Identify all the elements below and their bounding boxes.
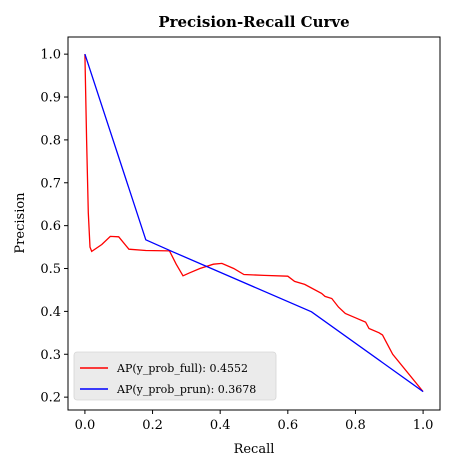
x-tick-label: 0.2	[142, 418, 163, 433]
x-axis-label: Recall	[234, 442, 275, 457]
plot-lines	[84, 53, 424, 393]
legend-entry: AP(y_prob_full): 0.4552	[116, 362, 248, 375]
legend-box	[73, 351, 277, 401]
chart-title: Precision-Recall Curve	[158, 13, 349, 31]
y-axis-label: Precision	[13, 192, 28, 254]
x-tick-label: 1.0	[413, 418, 434, 433]
y-tick-label: 0.7	[40, 176, 61, 191]
plot-frame	[67, 36, 441, 411]
x-tick-label: 0.8	[345, 418, 366, 433]
y-tick-label: 0.4	[40, 305, 61, 320]
legend-entry: AP(y_prob_prun): 0.3678	[116, 383, 256, 396]
x-tick-label: 0.0	[75, 418, 96, 433]
x-tick-label: 0.4	[210, 418, 231, 433]
series-line-1	[84, 53, 424, 393]
legend: AP(y_prob_full): 0.4552 AP(y_prob_prun): …	[73, 351, 277, 401]
y-axis: 0.2 0.3 0.4 0.5 0.6 0.7 0.8 0.9 1.0	[40, 48, 68, 406]
y-tick-label: 0.8	[40, 133, 61, 148]
y-tick-label: 1.0	[40, 48, 61, 63]
y-tick-label: 0.5	[40, 262, 61, 277]
x-tick-label: 0.6	[277, 418, 298, 433]
y-tick-label: 0.2	[40, 391, 61, 406]
y-tick-label: 0.9	[40, 91, 61, 106]
y-tick-label: 0.3	[40, 348, 61, 363]
y-tick-label: 0.6	[40, 219, 61, 234]
x-axis: 0.0 0.2 0.4 0.6 0.8 1.0	[75, 410, 434, 433]
series-line-0	[84, 54, 424, 393]
